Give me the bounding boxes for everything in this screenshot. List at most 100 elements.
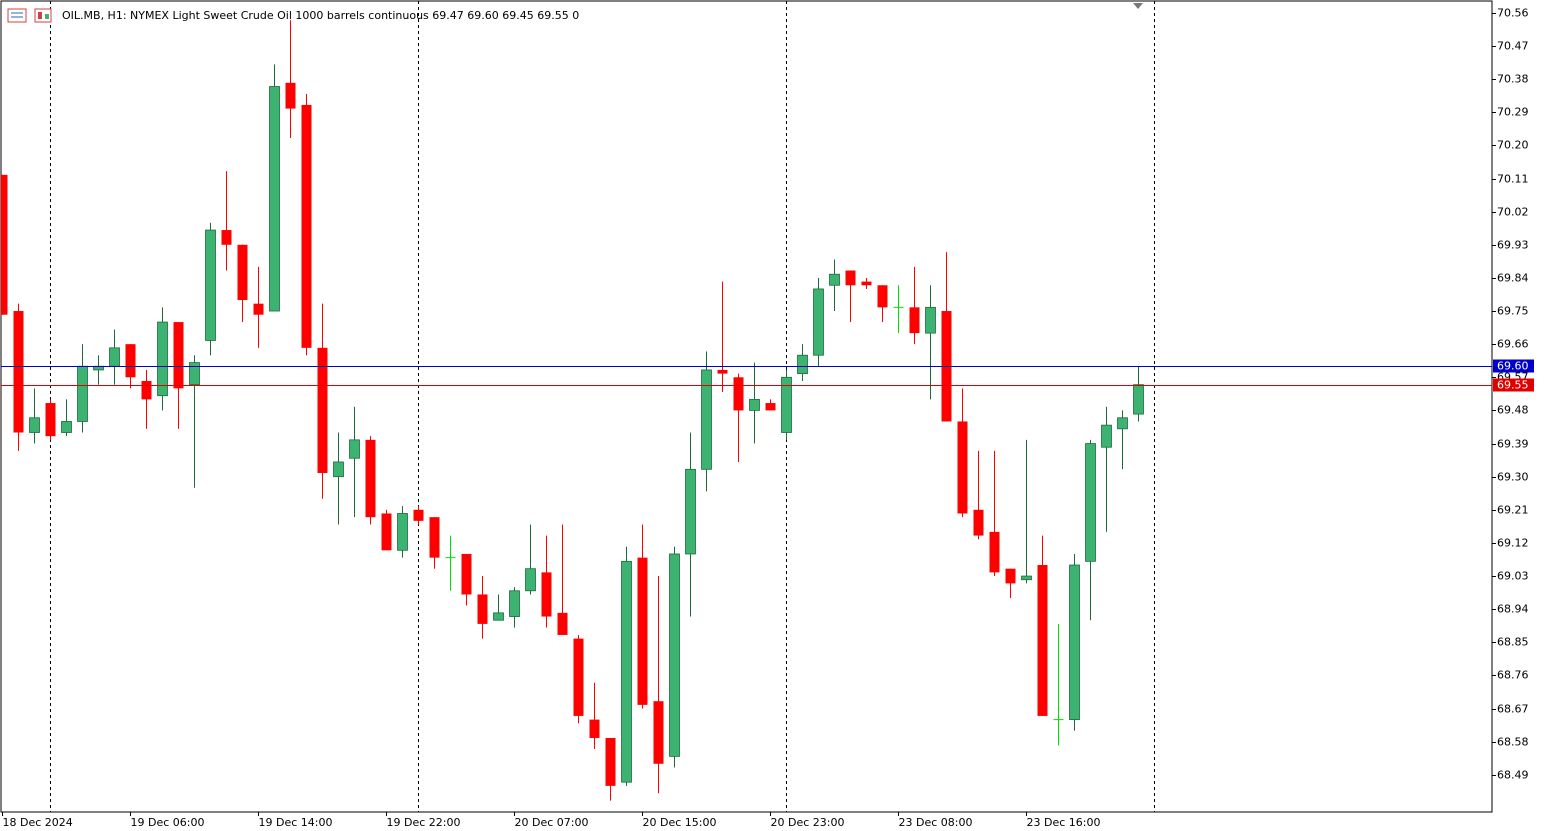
candle-body (669, 553, 680, 757)
y-tick-label: 69.03 (1497, 570, 1529, 583)
candle-body (397, 513, 408, 551)
icon (7, 8, 27, 23)
candle-body (1085, 443, 1096, 562)
price-label-box (1493, 378, 1534, 392)
candle-body (989, 531, 1000, 573)
candle-body (29, 417, 40, 433)
candle-body (797, 354, 808, 375)
candle-body (45, 403, 56, 437)
candle-body (413, 509, 424, 521)
candle-body (1133, 384, 1144, 415)
candle-body (173, 322, 184, 389)
candle-body (653, 701, 664, 764)
candle-body (541, 572, 552, 617)
candle-body (269, 86, 280, 312)
candle-body (381, 513, 392, 551)
price-label: 69.60 (1497, 360, 1529, 373)
y-tick-label: 69.39 (1497, 438, 1529, 451)
y-tick-label: 69.66 (1497, 338, 1529, 351)
x-tick-label: 19 Dec 14:00 (259, 816, 333, 829)
y-tick-label: 70.56 (1497, 7, 1529, 20)
y-tick-label: 69.48 (1497, 404, 1529, 417)
x-tick-label: 23 Dec 16:00 (1027, 816, 1101, 829)
candle-body (477, 594, 488, 624)
shift-marker (1133, 3, 1143, 9)
candle-body (765, 403, 776, 411)
candle-body (733, 377, 744, 411)
x-tick-label: 20 Dec 07:00 (515, 816, 589, 829)
candle-body (925, 306, 936, 334)
y-tick-label: 68.76 (1497, 669, 1529, 682)
candle-body (877, 285, 888, 308)
y-tick-label: 68.94 (1497, 603, 1529, 616)
y-tick-label: 68.49 (1497, 769, 1529, 782)
y-tick-label: 69.84 (1497, 272, 1529, 285)
candle-body (509, 590, 520, 617)
candle-body (781, 376, 792, 433)
candle-body (333, 461, 344, 478)
icon (45, 14, 49, 19)
candle-body (637, 557, 648, 705)
candle-body (253, 303, 264, 315)
y-tick-label: 69.12 (1497, 537, 1529, 550)
candle-body (461, 553, 472, 595)
candle-body (1069, 564, 1080, 721)
candle-body (573, 638, 584, 716)
y-tick-label: 68.67 (1497, 703, 1529, 716)
candle-body (621, 560, 632, 783)
candle-body (701, 369, 712, 470)
y-tick-label: 69.30 (1497, 471, 1529, 484)
candle-body (301, 104, 312, 348)
candle-body (1021, 575, 1032, 581)
candle-body (189, 362, 200, 386)
y-tick-label: 70.38 (1497, 73, 1529, 86)
candle-body (829, 273, 840, 286)
candle-body (349, 439, 360, 459)
candle-body (141, 380, 152, 400)
x-tick-label: 23 Dec 08:00 (899, 816, 973, 829)
candle-body (221, 230, 232, 245)
candle-body (861, 281, 872, 286)
candle-body (557, 612, 568, 635)
x-tick-label: 20 Dec 23:00 (771, 816, 845, 829)
candle-body (973, 509, 984, 536)
candle-body (61, 421, 72, 433)
candle-body (237, 244, 248, 300)
candle-body (957, 421, 968, 514)
y-tick-label: 70.11 (1497, 173, 1529, 186)
x-tick-label: 19 Dec 22:00 (387, 816, 461, 829)
y-tick-label: 69.21 (1497, 504, 1529, 517)
candle-body (77, 365, 88, 422)
candle-body (109, 347, 120, 367)
candle-body (1, 174, 8, 315)
candle-body (365, 439, 376, 518)
chart-title: OIL.MB, H1: NYMEX Light Sweet Crude Oil … (62, 9, 579, 22)
candle-body (157, 321, 168, 397)
candle-body (845, 270, 856, 286)
candle-body (605, 738, 616, 786)
y-tick-label: 69.75 (1497, 305, 1529, 318)
candle-body (749, 398, 760, 411)
x-tick-label: 18 Dec 2024 (3, 816, 73, 829)
candle-body (813, 288, 824, 356)
candle-body (317, 347, 328, 473)
candle-body (525, 568, 536, 592)
candle-body (909, 307, 920, 334)
toolbar-icons (7, 8, 52, 23)
x-tick-label: 20 Dec 15:00 (643, 816, 717, 829)
price-label: 69.55 (1497, 379, 1529, 392)
y-tick-label: 68.85 (1497, 636, 1529, 649)
candle-body (589, 719, 600, 739)
candle-body (205, 229, 216, 341)
candle-body (1037, 565, 1048, 716)
x-tick-label: 19 Dec 06:00 (131, 816, 205, 829)
plot-frame (0, 0, 1493, 813)
candle-body (717, 369, 728, 374)
y-tick-label: 69.93 (1497, 239, 1529, 252)
y-tick-label: 68.58 (1497, 736, 1529, 749)
candle-body (429, 517, 440, 558)
icon (38, 12, 42, 19)
candle-body (285, 82, 296, 109)
y-tick-label: 70.20 (1497, 139, 1529, 152)
